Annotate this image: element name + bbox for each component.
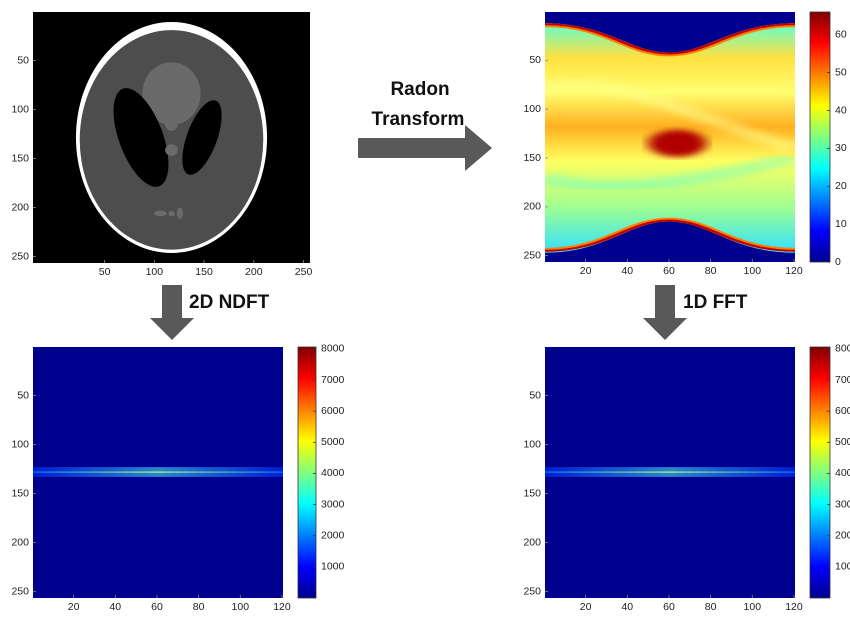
x-tick-label: 40 [109, 601, 121, 613]
x-tick-label: 120 [273, 601, 291, 613]
colorbar-tick-label: 40 [835, 104, 847, 116]
y-tick-label: 100 [11, 438, 29, 450]
y-tick-label: 100 [523, 103, 541, 115]
colorbar-tick-label: 30 [835, 142, 847, 154]
colorbar [810, 347, 830, 598]
colorbar-tick-label: 600 [835, 405, 850, 417]
colorbar-tick-label: 0 [835, 256, 841, 268]
arrow-label: Radon [390, 79, 449, 100]
sinogram-image [544, 12, 795, 262]
colorbar [298, 347, 316, 598]
arrow-down [643, 285, 687, 340]
x-tick-label: 200 [245, 266, 263, 278]
y-tick-label: 100 [523, 438, 541, 450]
y-tick-label: 150 [11, 487, 29, 499]
colorbar-tick-label: 8000 [321, 343, 345, 355]
x-tick-label: 60 [151, 601, 163, 613]
arrow-label: Transform [372, 109, 465, 130]
x-tick-label: 150 [195, 266, 213, 278]
colorbar-tick-label: 2000 [321, 529, 345, 541]
colorbar-tick-label: 4000 [321, 467, 345, 479]
colorbar-tick-label: 60 [835, 29, 847, 41]
arrow-down [150, 285, 194, 340]
arrow-label: 2D NDFT [189, 292, 270, 313]
y-tick-label: 50 [17, 54, 29, 66]
y-tick-label: 100 [11, 103, 29, 115]
x-tick-label: 20 [580, 265, 592, 277]
y-tick-label: 50 [529, 54, 541, 66]
x-tick-label: 100 [232, 601, 250, 613]
arrow-label: 1D FFT [683, 292, 748, 313]
colorbar-tick-label: 300 [835, 498, 850, 510]
colorbar-tick-label: 800 [835, 343, 850, 355]
x-tick-label: 60 [663, 601, 675, 613]
colorbar-tick-label: 1000 [321, 561, 345, 573]
colorbar-tick-label: 3000 [321, 498, 345, 510]
x-tick-label: 120 [785, 601, 803, 613]
y-tick-label: 200 [11, 201, 29, 213]
arrow-right [358, 125, 492, 171]
x-tick-label: 80 [193, 601, 205, 613]
colorbar-tick-label: 500 [835, 436, 850, 448]
colorbar-tick-label: 7000 [321, 374, 345, 386]
x-tick-label: 100 [744, 265, 762, 277]
y-tick-label: 150 [523, 152, 541, 164]
y-tick-label: 50 [17, 389, 29, 401]
x-tick-label: 20 [68, 601, 80, 613]
x-tick-label: 100 [744, 601, 762, 613]
y-tick-label: 200 [523, 201, 541, 213]
colorbar-tick-label: 10 [835, 218, 847, 230]
y-tick-label: 200 [523, 536, 541, 548]
y-tick-label: 250 [523, 249, 541, 261]
x-tick-label: 40 [621, 601, 633, 613]
ndft-image [33, 347, 283, 598]
colorbar-tick-label: 700 [835, 374, 850, 386]
y-tick-label: 250 [11, 250, 29, 262]
colorbar-tick-label: 20 [835, 180, 847, 192]
colorbar-tick-label: 400 [835, 467, 850, 479]
x-tick-label: 20 [580, 601, 592, 613]
y-tick-label: 150 [523, 487, 541, 499]
fft-image [545, 347, 795, 598]
colorbar-tick-label: 6000 [321, 405, 345, 417]
x-tick-label: 120 [785, 265, 803, 277]
x-tick-label: 250 [295, 266, 313, 278]
x-tick-label: 100 [146, 266, 164, 278]
x-tick-label: 40 [621, 265, 633, 277]
y-tick-label: 250 [11, 585, 29, 597]
colorbar-tick-label: 50 [835, 66, 847, 78]
y-tick-label: 50 [529, 389, 541, 401]
figure: Radon Transform 2D NDFT 1D FFT 501001502… [0, 0, 850, 613]
x-tick-label: 60 [663, 265, 675, 277]
phantom-image [33, 12, 310, 263]
y-tick-label: 150 [11, 152, 29, 164]
x-tick-label: 80 [705, 601, 717, 613]
y-tick-label: 200 [11, 536, 29, 548]
colorbar-tick-label: 100 [835, 561, 850, 573]
colorbar-tick-label: 5000 [321, 436, 345, 448]
x-tick-label: 80 [705, 265, 717, 277]
colorbar-tick-label: 200 [835, 529, 850, 541]
y-tick-label: 250 [523, 585, 541, 597]
x-tick-label: 50 [99, 266, 111, 278]
